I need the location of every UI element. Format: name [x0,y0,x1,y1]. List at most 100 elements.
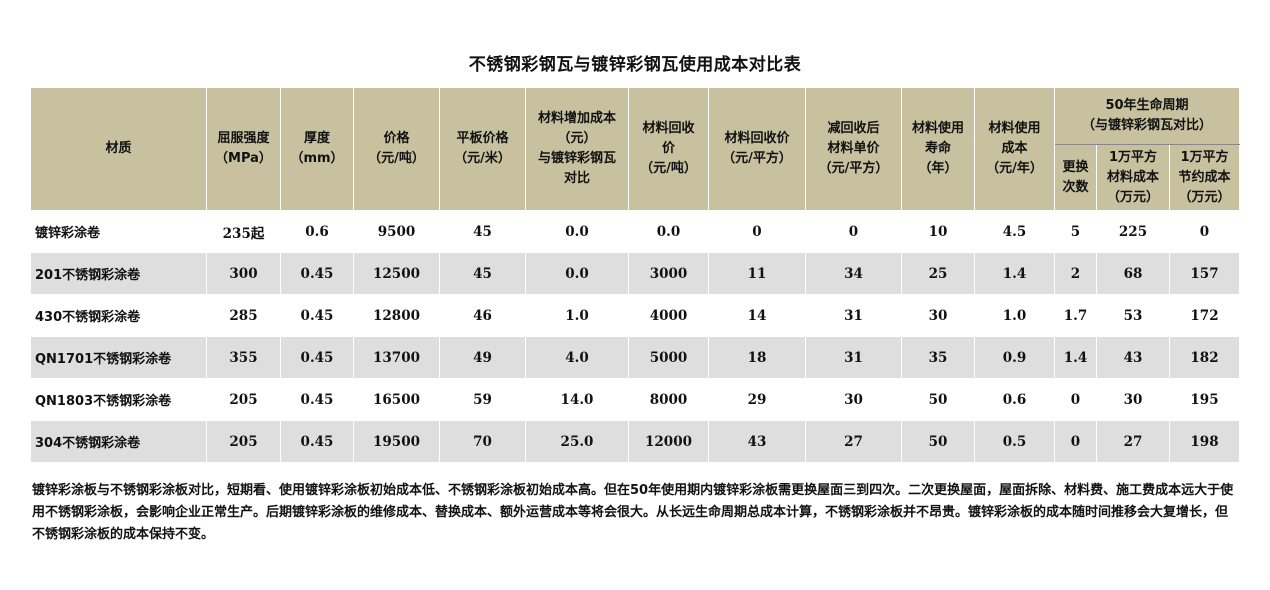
table-title: 不锈钢彩钢瓦与镀锌彩钢瓦使用成本对比表 [468,55,802,75]
cell-added-cost: 1.0 [525,294,629,337]
cell-price: 13700 [353,336,440,379]
cell-service-life: 30 [901,294,975,337]
cell-service-life: 35 [901,336,975,379]
cell-recycle-ton: 8000 [628,378,709,421]
header-annual-cost: 材料使用 成本 （元/年） [974,87,1055,211]
cell-flat-price: 46 [439,294,526,337]
cost-comparison-table: 材质 屈服强度 （MPa） 厚度 （mm） 价格 （元/吨） 平板价格 （元/米） 材料… [30,87,1240,463]
cell-thickness: 0.45 [280,294,354,337]
cell-price: 12800 [353,294,440,337]
cell-service-life: 50 [901,420,975,463]
cell-material: 201不锈钢彩涂卷 [30,252,207,295]
table-row: 304不锈钢彩涂卷 205 0.45 19500 70 25.0 12000 4… [30,420,1240,463]
cell-added-cost: 0.0 [525,210,629,253]
cell-annual-cost: 0.9 [974,336,1055,379]
cell-thickness: 0.45 [280,336,354,379]
summary-note: 镀锌彩涂板与不锈钢彩涂板对比，短期看、使用镀锌彩涂板初始成本低、不锈钢彩涂板初始… [32,483,1234,542]
cell-replacement-times: 1.7 [1054,294,1097,337]
cell-recycle-sqm: 18 [708,336,806,379]
table-row: 430不锈钢彩涂卷 285 0.45 12800 46 1.0 4000 14 … [30,294,1240,337]
cell-recycle-ton: 0.0 [628,210,709,253]
cell-savings: 182 [1169,336,1240,379]
cell-total-cost: 27 [1096,420,1170,463]
cell-recycle-ton: 4000 [628,294,709,337]
table-row: 201不锈钢彩涂卷 300 0.45 12500 45 0.0 3000 11 … [30,252,1240,295]
cell-annual-cost: 1.4 [974,252,1055,295]
cell-price: 9500 [353,210,440,253]
cell-service-life: 50 [901,378,975,421]
cell-replacement-times: 1.4 [1054,336,1097,379]
cell-service-life: 10 [901,210,975,253]
cell-recycle-sqm: 29 [708,378,806,421]
cell-recycle-sqm: 43 [708,420,806,463]
cell-replacement-times: 5 [1054,210,1097,253]
cell-savings: 0 [1169,210,1240,253]
cell-yield: 355 [206,336,281,379]
table-row: QN1701不锈钢彩涂卷 355 0.45 13700 49 4.0 5000 … [30,336,1240,379]
cell-annual-cost: 0.6 [974,378,1055,421]
header-recycle-price-ton: 材料回收价（元/吨） [628,87,709,211]
cell-total-cost: 43 [1096,336,1170,379]
header-lifecycle-group: 50年生命周期 （与镀锌彩钢瓦对比） [1054,87,1240,145]
cell-net-unit-price: 31 [805,336,902,379]
cell-savings: 195 [1169,378,1240,421]
cell-total-cost: 53 [1096,294,1170,337]
cell-net-unit-price: 34 [805,252,902,295]
cell-recycle-sqm: 0 [708,210,806,253]
header-recycle-price-sqm: 材料回收价 （元/平方） [708,87,806,211]
header-price: 价格 （元/吨） [353,87,440,211]
header-material: 材质 [30,87,207,211]
cell-added-cost: 25.0 [525,420,629,463]
cell-annual-cost: 1.0 [974,294,1055,337]
cell-flat-price: 45 [439,210,526,253]
cell-price: 12500 [353,252,440,295]
header-thickness: 厚度 （mm） [280,87,354,211]
cell-material: QN1701不锈钢彩涂卷 [30,336,207,379]
cell-thickness: 0.45 [280,252,354,295]
table-row: 镀锌彩涂卷 235起 0.6 9500 45 0.0 0.0 0 0 10 4.… [30,210,1240,253]
cell-thickness: 0.45 [280,378,354,421]
header-yield: 屈服强度 （MPa） [206,87,281,211]
header-savings: 1万平方 节约成本 （万元） [1169,144,1240,211]
cell-annual-cost: 0.5 [974,420,1055,463]
cell-flat-price: 70 [439,420,526,463]
table-row: QN1803不锈钢彩涂卷 205 0.45 16500 59 14.0 8000… [30,378,1240,421]
cell-savings: 157 [1169,252,1240,295]
cell-recycle-ton: 12000 [628,420,709,463]
cell-savings: 172 [1169,294,1240,337]
header-replacement-times: 更换 次数 [1054,144,1097,211]
cell-yield: 235起 [206,210,281,253]
cell-thickness: 0.6 [280,210,354,253]
cell-material: QN1803不锈钢彩涂卷 [30,378,207,421]
cell-added-cost: 14.0 [525,378,629,421]
cell-net-unit-price: 0 [805,210,902,253]
cell-recycle-ton: 5000 [628,336,709,379]
header-added-cost: 材料增加成本 （元） 与镀锌彩钢瓦 对比 [525,87,629,211]
cell-replacement-times: 2 [1054,252,1097,295]
header-flat-price: 平板价格 （元/米） [439,87,526,211]
cell-material: 430不锈钢彩涂卷 [30,294,207,337]
cell-net-unit-price: 30 [805,378,902,421]
cell-net-unit-price: 31 [805,294,902,337]
cell-replacement-times: 0 [1054,378,1097,421]
cell-recycle-sqm: 14 [708,294,806,337]
cell-material: 镀锌彩涂卷 [30,210,207,253]
cell-flat-price: 49 [439,336,526,379]
cell-price: 16500 [353,378,440,421]
cell-recycle-ton: 3000 [628,252,709,295]
cell-yield: 300 [206,252,281,295]
cell-total-cost: 225 [1096,210,1170,253]
cell-price: 19500 [353,420,440,463]
cell-total-cost: 30 [1096,378,1170,421]
cell-replacement-times: 0 [1054,420,1097,463]
cell-savings: 198 [1169,420,1240,463]
cell-material: 304不锈钢彩涂卷 [30,420,207,463]
cell-total-cost: 68 [1096,252,1170,295]
cell-added-cost: 0.0 [525,252,629,295]
cell-thickness: 0.45 [280,420,354,463]
header-service-life: 材料使用 寿命 （年） [901,87,975,211]
cell-net-unit-price: 27 [805,420,902,463]
header-net-unit-price: 减回收后 材料单价 （元/平方） [805,87,902,211]
cell-yield: 205 [206,378,281,421]
cell-yield: 205 [206,420,281,463]
